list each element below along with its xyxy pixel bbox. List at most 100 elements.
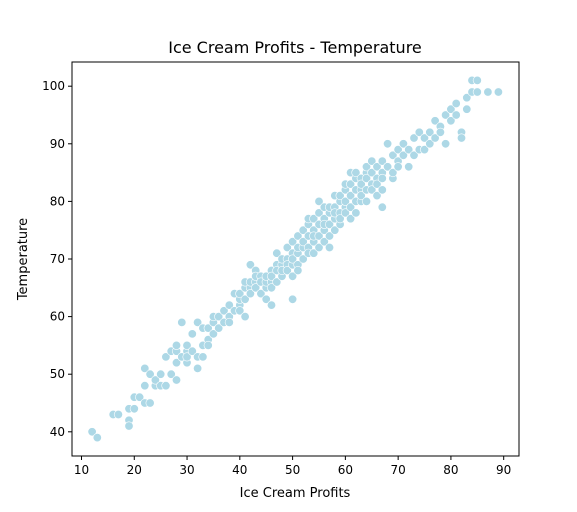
- x-tick-label: 50: [285, 463, 300, 477]
- data-point: [266, 300, 276, 310]
- data-point: [261, 294, 271, 304]
- data-point: [193, 363, 203, 373]
- x-tick-label: 30: [179, 463, 194, 477]
- data-point: [398, 150, 408, 160]
- data-point: [140, 381, 150, 391]
- data-point: [288, 294, 298, 304]
- data-point: [208, 329, 218, 339]
- data-point: [124, 421, 134, 431]
- x-tick-label: 90: [496, 463, 511, 477]
- data-point: [388, 150, 398, 160]
- data-point: [135, 392, 145, 402]
- data-point: [383, 139, 393, 149]
- x-tick-label: 40: [232, 463, 247, 477]
- y-tick-label: 80: [50, 194, 65, 208]
- y-axis-label: Temperature: [16, 218, 31, 301]
- y-tick-label: 50: [50, 367, 65, 381]
- y-tick-label: 70: [50, 252, 65, 266]
- data-point: [266, 283, 276, 293]
- data-point: [383, 162, 393, 172]
- data-point: [377, 173, 387, 183]
- data-point: [92, 433, 102, 443]
- data-point: [235, 306, 245, 316]
- data-point: [361, 196, 371, 206]
- data-point: [129, 404, 139, 414]
- data-point: [245, 289, 255, 299]
- data-point: [166, 369, 176, 379]
- data-point: [356, 179, 366, 189]
- data-point: [430, 133, 440, 143]
- data-point: [335, 191, 345, 201]
- data-point: [324, 219, 334, 229]
- data-point: [435, 127, 445, 137]
- data-point: [240, 312, 250, 322]
- data-point: [177, 317, 187, 327]
- data-point: [409, 133, 419, 143]
- data-point: [377, 185, 387, 195]
- data-point: [351, 168, 361, 178]
- data-point: [87, 427, 97, 437]
- y-axis-ticks: 40 50 60 70 80 90 100: [42, 79, 72, 439]
- x-tick-label: 10: [74, 463, 89, 477]
- data-point: [367, 156, 377, 166]
- data-point: [288, 271, 298, 281]
- data-point: [361, 173, 371, 183]
- y-tick-label: 40: [50, 425, 65, 439]
- data-point: [224, 300, 234, 310]
- data-point: [172, 340, 182, 350]
- x-tick-label: 80: [443, 463, 458, 477]
- data-point: [404, 162, 414, 172]
- data-point: [340, 196, 350, 206]
- y-tick-label: 100: [42, 79, 65, 93]
- data-point: [150, 375, 160, 385]
- data-point: [367, 185, 377, 195]
- data-point: [314, 196, 324, 206]
- data-point: [293, 231, 303, 241]
- data-point: [398, 139, 408, 149]
- data-point: [456, 133, 466, 143]
- x-tick-label: 70: [391, 463, 406, 477]
- data-point: [298, 237, 308, 247]
- data-point: [245, 260, 255, 270]
- data-point: [187, 346, 197, 356]
- data-point: [472, 75, 482, 85]
- data-point: [419, 133, 429, 143]
- data-point: [314, 231, 324, 241]
- data-point: [198, 352, 208, 362]
- data-point: [446, 116, 456, 126]
- data-point: [441, 139, 451, 149]
- data-point: [172, 375, 182, 385]
- data-point: [251, 283, 261, 293]
- data-point: [266, 271, 276, 281]
- data-points: [87, 75, 503, 443]
- x-axis-ticks: 10 20 30 40 50 60 70 80 90: [74, 456, 511, 477]
- data-point: [377, 156, 387, 166]
- data-point: [187, 329, 197, 339]
- data-point: [356, 191, 366, 201]
- data-point: [367, 168, 377, 178]
- data-point: [272, 277, 282, 287]
- data-point: [113, 409, 123, 419]
- data-point: [372, 179, 382, 189]
- data-point: [240, 294, 250, 304]
- data-point: [324, 243, 334, 253]
- data-point: [493, 87, 503, 97]
- data-point: [377, 202, 387, 212]
- data-point: [309, 214, 319, 224]
- data-point: [298, 225, 308, 235]
- data-point: [462, 104, 472, 114]
- data-point: [193, 317, 203, 327]
- data-point: [314, 243, 324, 253]
- data-point: [451, 99, 461, 109]
- data-point: [288, 237, 298, 247]
- data-point: [298, 254, 308, 264]
- data-point: [483, 87, 493, 97]
- data-point: [203, 323, 213, 333]
- y-tick-label: 60: [50, 310, 65, 324]
- data-point: [140, 363, 150, 373]
- data-point: [224, 317, 234, 327]
- data-point: [346, 191, 356, 201]
- data-point: [472, 87, 482, 97]
- data-point: [340, 208, 350, 218]
